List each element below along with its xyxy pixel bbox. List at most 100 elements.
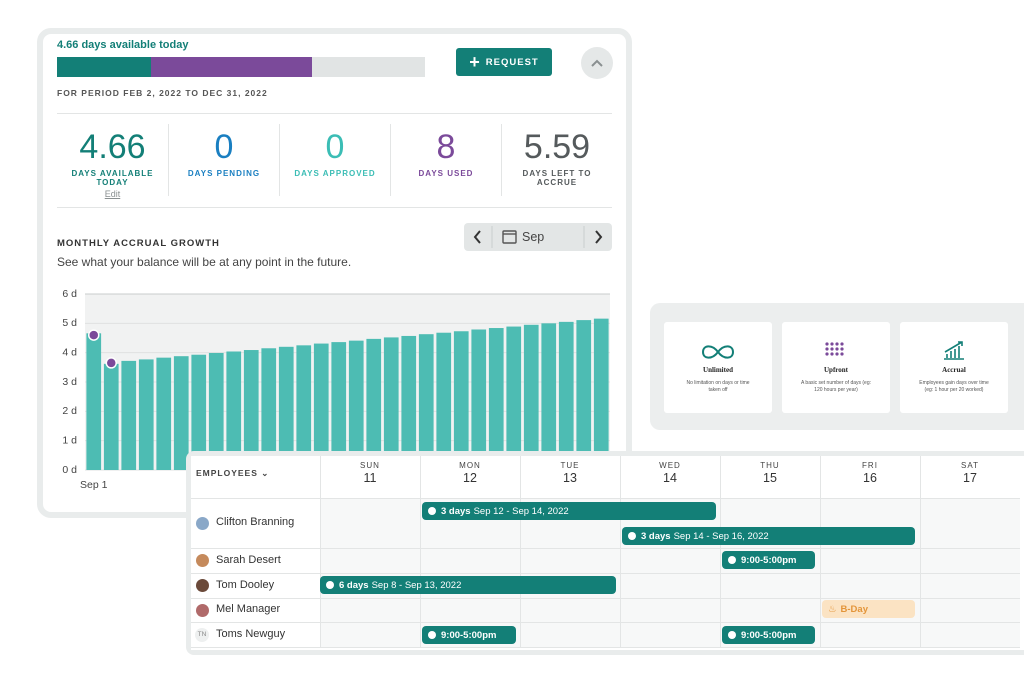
event-duration: 3 days <box>641 530 671 542</box>
progress-bar <box>57 57 425 77</box>
event-duration: 3 days <box>441 505 471 517</box>
bar <box>103 363 119 470</box>
event-time: 9:00-5:00pm <box>741 629 797 641</box>
event-dates: Sep 14 - Sep 16, 2022 <box>673 530 769 542</box>
policy-card[interactable]: Unlimited No limitation on days or time … <box>664 322 772 413</box>
y-tick-label: 5 d <box>62 317 77 329</box>
bar <box>173 356 189 470</box>
policy-card[interactable]: Upfront A basic set number of days (eg: … <box>782 322 890 413</box>
stat-label: DAYS APPROVED <box>294 169 376 178</box>
bar <box>366 338 382 470</box>
event-time: 9:00-5:00pm <box>741 554 797 566</box>
event-time: 9:00-5:00pm <box>441 629 497 641</box>
policy-description: Employees gain days over time (eg: 1 hou… <box>919 380 989 393</box>
stat-value: 5.59 <box>523 128 591 166</box>
bar <box>418 334 434 470</box>
shift-event[interactable]: 9:00-5:00pm <box>722 551 815 569</box>
point <box>105 357 117 369</box>
dots-icon <box>825 342 844 356</box>
infinity-icon <box>701 345 735 359</box>
bar <box>156 357 172 470</box>
divider <box>57 207 612 208</box>
bar <box>453 331 469 470</box>
month-picker: Sep <box>464 223 612 251</box>
stat-label: DAYS AVAILABLE TODAY <box>71 169 154 187</box>
y-tick-label: 1 d <box>62 434 77 446</box>
y-tick-label: 0 d <box>62 464 77 476</box>
policy-card[interactable]: Accrual Employees gain days over time (e… <box>900 322 1008 413</box>
bar <box>261 348 277 470</box>
shift-event[interactable]: 9:00-5:00pm <box>422 626 516 644</box>
stat-value: 4.66 <box>79 128 146 166</box>
bar <box>436 332 452 470</box>
point <box>88 329 100 341</box>
stat: 0 DAYS PENDING <box>168 124 279 196</box>
bar <box>401 335 417 470</box>
progress-segment <box>150 57 313 77</box>
stat-label: DAYS PENDING <box>187 169 261 178</box>
chart-title: MONTHLY ACCRUAL GROWTH <box>57 238 220 249</box>
time-off-event[interactable]: 3 days Sep 12 - Sep 14, 2022 <box>422 502 716 520</box>
employees-header[interactable]: EMPLOYEES ⌄ <box>196 468 270 478</box>
prev-month[interactable] <box>464 223 492 251</box>
bar <box>121 360 137 470</box>
period: FOR PERIOD FEB 2, 2022 TO DEC 31, 2022 <box>57 88 268 98</box>
stat: 0 DAYS APPROVED <box>279 124 390 196</box>
divider <box>57 113 612 114</box>
birthday-event[interactable]: ♨ B-Day <box>822 600 915 618</box>
y-tick-label: 4 d <box>62 346 77 358</box>
employees-label: EMPLOYEES <box>196 468 258 478</box>
stat-label: DAYS USED <box>418 169 474 178</box>
month-label: Sep <box>522 230 545 244</box>
growth-icon <box>944 341 964 360</box>
bar <box>593 318 609 470</box>
request-button[interactable]: + REQUEST <box>456 48 552 76</box>
stat: 8 DAYS USED <box>390 124 501 196</box>
policy-description: A basic set number of days (eg: 120 hour… <box>800 380 872 393</box>
bar <box>558 321 574 470</box>
bar <box>488 328 504 470</box>
calendar-body <box>191 456 1024 650</box>
stat-value: 0 <box>325 128 345 166</box>
calendar <box>186 451 1024 655</box>
stat-label: DAYS LEFT TO ACCRUE <box>522 169 592 187</box>
policy-title: Accrual <box>942 366 966 374</box>
bar <box>138 359 154 470</box>
edit-link[interactable]: Edit <box>104 189 121 199</box>
stat-value: 0 <box>214 128 234 166</box>
bar <box>541 323 557 470</box>
bar <box>523 324 539 470</box>
y-tick-label: 2 d <box>62 405 77 417</box>
time-off-event[interactable]: 3 days Sep 14 - Sep 16, 2022 <box>622 527 915 545</box>
request-label: REQUEST <box>485 56 539 68</box>
event-dates: Sep 8 - Sep 13, 2022 <box>371 579 462 591</box>
time-off-event[interactable]: 6 days Sep 8 - Sep 13, 2022 <box>320 576 616 594</box>
collapse-button[interactable] <box>581 47 613 79</box>
bar <box>296 345 312 470</box>
bar <box>506 326 522 470</box>
bar <box>331 342 347 470</box>
chart-subtitle: See what your balance will be at any poi… <box>57 255 352 269</box>
y-tick-label: 6 d <box>62 288 77 300</box>
policy-title: Upfront <box>824 366 848 374</box>
bar <box>208 352 224 470</box>
stat-value: 8 <box>436 128 456 166</box>
next-month[interactable] <box>584 223 612 251</box>
event-dates: Sep 12 - Sep 14, 2022 <box>473 505 569 517</box>
bar <box>576 320 592 470</box>
headline: 4.66 days available today <box>57 39 189 51</box>
bar <box>226 351 242 470</box>
progress-segment <box>57 57 151 77</box>
stat: 4.66 DAYS AVAILABLE TODAY Edit <box>57 124 168 199</box>
stats-row: 4.66 DAYS AVAILABLE TODAY Edit 0 DAYS PENDIN… <box>57 124 612 199</box>
bar <box>383 337 399 470</box>
event-label: B-Day <box>840 603 868 615</box>
shift-event[interactable]: 9:00-5:00pm <box>722 626 815 644</box>
picker-icons <box>473 226 603 248</box>
chevron-up <box>591 59 603 67</box>
event-duration: 6 days <box>339 579 369 591</box>
bar <box>313 343 329 470</box>
progress-segment <box>312 57 425 77</box>
stat: 5.59 DAYS LEFT TO ACCRUE <box>501 124 612 196</box>
